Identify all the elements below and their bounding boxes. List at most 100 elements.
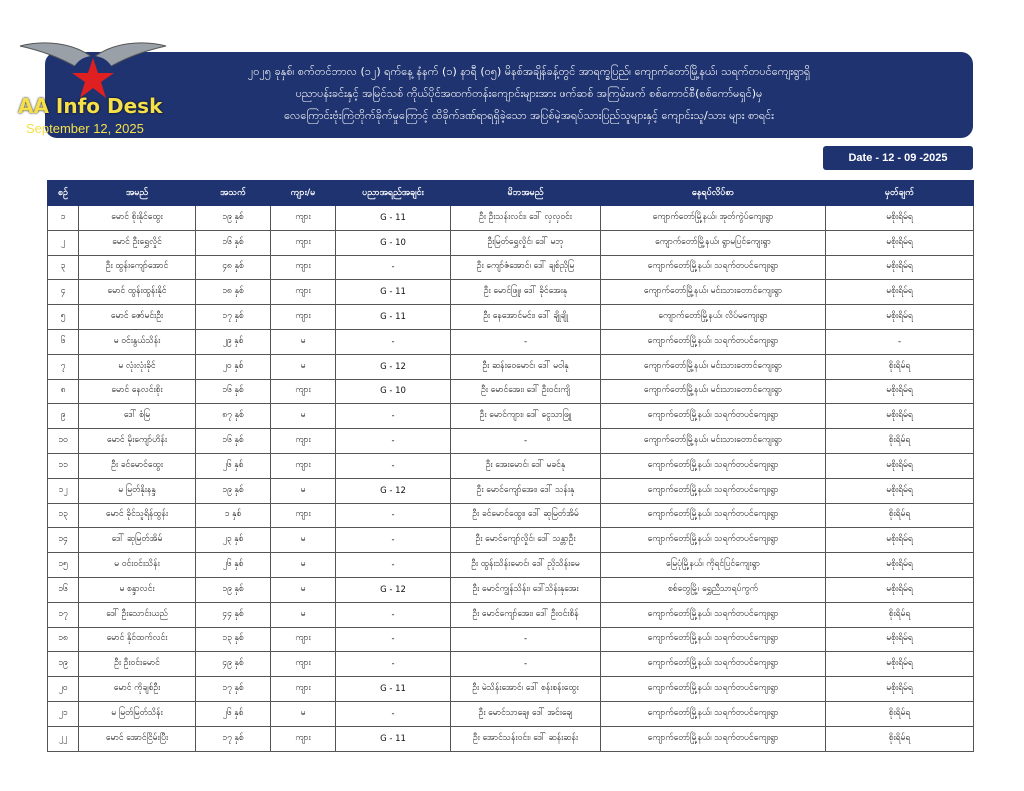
table-cell: ဦး မောင်သာချေ၊ ဒေါ် အင်းချေ [450,700,601,727]
table-cell: မ ဝင်းဝင်းသိန်း [78,552,196,578]
table-row: ၁၂မ မြတ်နိုးနန္ဒ ၁၉ နှစ်မ G - 12 ဦး မောင်ကျ… [47,477,974,504]
table-cell: ကျား [270,452,336,479]
table-cell: ဦး မောင်ကျား၊ ဒေါ် ငွေသာဖြူ [450,403,601,430]
table-cell: ၂ [47,229,79,256]
table-cell: - [335,527,451,554]
table-cell: မစိုးရိမ်ရ [825,279,974,306]
table-cell: ၁၇ [47,601,79,628]
table-cell: မစိုးရိမ်ရ [825,378,974,405]
table-cell: မောင် မိုးကျော်ဟိန်း [78,428,196,454]
table-cell: - [335,552,451,578]
table-cell: - [450,428,601,454]
table-cell: - [825,328,974,355]
column-header: အမည် [78,180,196,206]
column-header: မှတ်ချက် [825,180,974,206]
table-row: ၂၂ မောင် အောင်ငြိမ်းပြီး ၁၇ နှစ် ကျား G - 11… [47,725,974,752]
table-cell: မ [270,477,336,504]
table-cell: ကျောက်တော်မြို့နယ်၊ သရက်တပင်ကျေးရွာ [600,403,826,430]
table-cell: ကျောက်တော်မြို့နယ်၊ သရက်တပင်ကျေးရွာ [600,452,826,479]
table-cell: ဦး မောင်ကျော်အေး၊ ဒေါ် သန်းနု [450,477,601,504]
table-row: ၂၁မ မြတ်မြတ်သိန်း ၂၆ နှစ်မ - ဦး မောင်သာချေ၊… [47,700,974,727]
logo-wing [92,42,167,69]
table-cell: - [450,651,601,678]
table-cell: - [335,452,451,479]
table-cell: G - 12 [335,353,451,380]
table-cell: ဦး မဲသိန်းအောင်၊ ဒေါ် စန်းစန်းထွေး [450,676,601,702]
table-cell: ၂၆ နှစ် [195,700,271,727]
table-cell: ၂၆ နှစ် [195,452,271,479]
table-row: ၃ဦး ထွန်းကျော်အောင် ၄၈ နှစ် ကျား - ဦး ကျော်ဇ… [47,254,974,281]
table-cell: ၄၉ နှစ် [195,651,271,678]
table-cell: ကျောက်တော်မြို့နယ်၊ လိပ်မကျေးရွာ [600,304,826,330]
casualty-table: စဉ် အမည် အသက် ကျား/မ ပညာအရည်အချင်း မိဘအမည် နေရ… [47,180,974,752]
table-cell: စိုးရိမ်ရ [825,502,974,529]
table-cell: ကျောက်တော်မြို့နယ်၊ သရက်တပင်ကျေးရွာ [600,676,826,702]
table-cell: ကျား [270,378,336,405]
table-cell: ဦး မောင်ကျော်လှိုင်၊ ဒေါ် သန္တာဦး [450,527,601,554]
table-cell: မ [270,576,336,603]
table-row: ၁၇ ဒေါ် ဦးသောင်းယည် ၄၄ နှစ်မ - ဦး မောင်ကျော်… [47,601,974,628]
table-cell: ၁၈ [47,626,79,653]
column-header: နေရပ်လိပ်စာ [600,180,826,206]
table-cell: စိုးရိမ်ရ [825,601,974,628]
table-cell: ဦး နေအောင်မင်း၊ ဒေါ် ချိုချို [450,304,601,330]
table-row: ၇မ လုံးလုံးခိုင် ၂၀ နှစ်မ G - 12 ဦး ဆန်းဝေမ… [47,353,974,380]
table-cell: ကျောက်တော်မြို့နယ်၊ မင်းသားတောင်ကျေးရွာ [600,279,826,306]
table-row: ၁၆မ စန္ဒာလင်း ၁၉ နှစ်မ G - 12 ဦး မောင်ကျွန်… [47,576,974,603]
column-header: အသက် [195,180,271,206]
table-row: ၆မ ဝင်းနွယ်သိန်း ၂၉ နှစ်မ - - ကျောက်တော်မြို… [47,328,974,355]
title-line: ပညာပန်းခင်းနှင့် အမြင်သစ် ကိုယ်ပိုင်အထက်… [295,87,763,100]
table-row: ၂၀ မောင် ကိုချစ်ဦး ၁၇ နှစ် ကျား G - 11 ဦး မဲသ… [47,676,974,702]
table-cell: မ မြတ်မြတ်သိန်း [78,700,196,727]
table-cell: စိုးရိမ်ရ [825,428,974,454]
table-cell: ဦး ထွန်းကျော်အောင် [78,254,196,281]
table-cell: စိုးရိမ်ရ [825,353,974,380]
table-cell: စိုးရိမ်ရ [825,700,974,727]
table-cell: ၁၇ နှစ် [195,725,271,752]
table-cell: မစိုးရိမ်ရ [825,403,974,430]
table-cell: မောင် ခိုင်သူရိန်ထွန်း [78,502,196,529]
table-cell: G - 11 [335,304,451,330]
table-cell: ၁၉ နှစ် [195,576,271,603]
table-cell: ၁၉ နှစ် [195,477,271,504]
table-cell: မောင် စိုးနိုင်ထွေး [78,205,196,231]
table-cell: ဦး ခင်မောင်ထွေး [78,452,196,479]
table-cell: မ [270,601,336,628]
table-row: ၈မောင် နေလင်းစိုး ၁၆ နှစ် ကျား G - 10 ဦး မော… [47,378,974,405]
table-cell: စစ်တွေမြို့၊ ရွှေညီသာရပ်ကွက် [600,576,826,603]
table-cell: မစိုးရိမ်ရ [825,229,974,256]
table-body: ၁မောင် စိုးနိုင်ထွေး ၁၉ နှစ် ကျား G - 11 ဦး … [47,205,974,752]
table-cell: ၁၇ နှစ် [195,304,271,330]
table-cell: - [335,626,451,653]
table-cell: မောင် ကိုချစ်ဦး [78,676,196,702]
table-cell: ဦး မောင်ဖြူ၊ ဒေါ် ခိုင်အေးနု [450,279,601,306]
table-cell: ကျောက်တော်မြို့နယ်၊ သရက်တပင်ကျေးရွာ [600,700,826,727]
table-cell: မစိုးရိမ်ရ [825,626,974,653]
table-cell: မ လုံးလုံးခိုင် [78,353,196,380]
table-cell: မစိုးရိမ်ရ [825,254,974,281]
table-cell: မစိုးရိမ်ရ [825,304,974,330]
table-cell: ၂၉ နှစ် [195,328,271,355]
table-cell: ကျောက်တော်မြို့နယ်၊ သရက်တပင်ကျေးရွာ [600,626,826,653]
table-row: ၁၈ မောင် နိုင်ထက်လင်း ၁၃ နှစ် ကျား - - ကျောက်တ… [47,626,974,653]
table-row: ၁၅မ ဝင်းဝင်းသိန်း ၂၆ နှစ်မ - ဦး ထွန်းသိန်းမ… [47,552,974,578]
table-cell: ဦး မောင်ကျွန်သိန်း၊ ဒေါ်သိန်းနုအေး [450,576,601,603]
table-cell: ၅ [47,304,79,330]
table-cell: G - 10 [335,378,451,405]
table-cell: ဦး မောင်ကျော်အေး၊ ဒေါ် ဦးဝင်းစိန် [450,601,601,628]
table-cell: ကျောက်တော်မြို့နယ်၊ သရက်တပင်ကျေးရွာ [600,601,826,628]
date-label: Date - 12 - 09 -2025 [823,146,973,170]
table-row: ၁၁ ဦး ခင်မောင်ထွေး ၂၆ နှစ် ကျား - ဦး အေးမောင်… [47,452,974,479]
table-cell: ၁၉ နှစ် [195,205,271,231]
table-cell: ၄၈ နှစ် [195,254,271,281]
table-cell: ကျောက်တော်မြို့နယ်၊ သရက်တပင်ကျေးရွာ [600,527,826,554]
table-cell: ဒေါ် ဦးသောင်းယည် [78,601,196,628]
table-cell: ဒေါ် ဆုမြတ်အိမ် [78,527,196,554]
table-cell: ၄၄ နှစ် [195,601,271,628]
table-cell: စိုးရိမ်ရ [825,725,974,752]
table-row: ၁၄ ဒေါ် ဆုမြတ်အိမ် ၂၃ နှစ်မ - ဦး မောင်ကျော်လ… [47,527,974,554]
table-cell: ကျောက်တော်မြို့နယ်၊ မင်းသားတောင်ကျေးရွာ [600,428,826,454]
table-cell: ဦးမြတ်ရွှေလှိုင်၊ ဒေါ် မဘု [450,229,601,256]
table-cell: - [335,601,451,628]
table-cell: ၃ [47,254,79,281]
